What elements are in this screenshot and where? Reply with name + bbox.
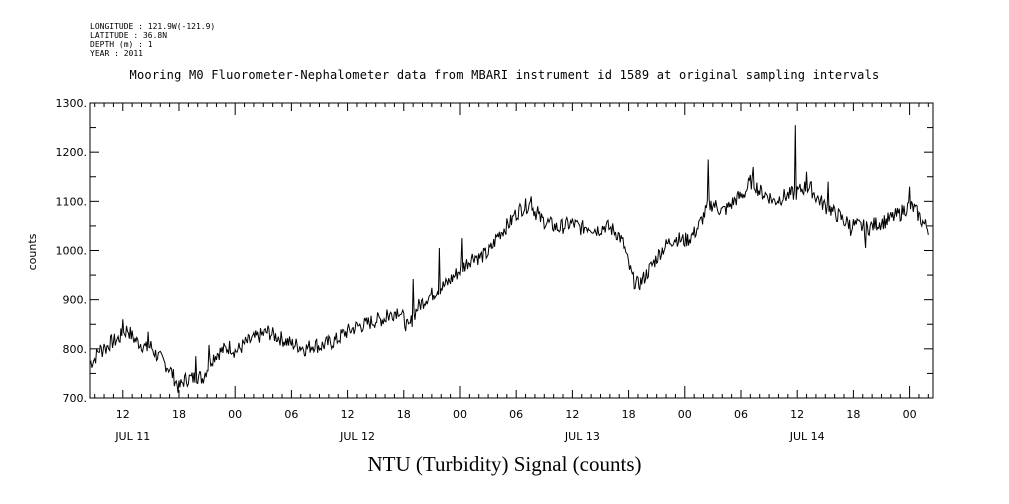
x-tick-label: 00	[453, 408, 467, 421]
y-axis-title: counts	[26, 233, 39, 270]
y-tick-label: 1100.	[56, 195, 88, 208]
plot-frame	[89, 102, 934, 399]
x-tick-label: 00	[678, 408, 692, 421]
station-metadata: LONGITUDE : 121.9W(-121.9) LATITUDE : 36…	[90, 22, 215, 58]
x-tick-label: 12	[116, 408, 130, 421]
y-tick-label: 1000.	[56, 245, 88, 258]
day-labels: JUL 11 JUL 12 JUL 13 JUL 14	[114, 430, 824, 443]
x-tick-label: 06	[734, 408, 748, 421]
y-tick-label: 1300.	[56, 97, 88, 110]
x-tick-labels: 12 18 00 06 12 18 00 06 12 18 00 06 12 18 00	[116, 408, 917, 421]
x-tick-label: 18	[397, 408, 411, 421]
x-axis-title: NTU (Turbidity) Signal (counts)	[367, 452, 642, 476]
day-label: JUL 13	[564, 430, 600, 443]
y-tick-labels: 700. 800. 900. 1000. 1100. 1200. 1300.	[56, 97, 88, 405]
x-tick-label: 00	[228, 408, 242, 421]
depth-label: DEPTH (m) : 1	[90, 40, 153, 49]
y-tick-label: 1200.	[56, 146, 88, 159]
y-tick-label: 700.	[63, 392, 88, 405]
chart-title: Mooring M0 Fluorometer-Nephalometer data…	[129, 68, 880, 82]
x-tick-label: 12	[565, 408, 579, 421]
x-tick-label: 18	[172, 408, 186, 421]
day-label: JUL 11	[114, 430, 150, 443]
year-label: YEAR : 2011	[90, 49, 143, 58]
day-label: JUL 12	[339, 430, 375, 443]
x-tick-label: 18	[622, 408, 636, 421]
x-tick-label: 00	[903, 408, 917, 421]
x-tick-label: 18	[846, 408, 860, 421]
series-line	[89, 125, 929, 393]
x-tick-label: 12	[341, 408, 355, 421]
x-tick-label: 06	[284, 408, 298, 421]
longitude-label: LONGITUDE : 121.9W(-121.9)	[90, 22, 216, 31]
latitude-label: LATITUDE : 36.8N	[90, 31, 168, 40]
x-tick-label: 06	[509, 408, 523, 421]
x-tick-label: 12	[790, 408, 804, 421]
y-tick-label: 900.	[63, 294, 88, 307]
y-tick-label: 800.	[63, 343, 88, 356]
axis-ticks	[90, 102, 933, 399]
day-label: JUL 14	[789, 430, 825, 443]
